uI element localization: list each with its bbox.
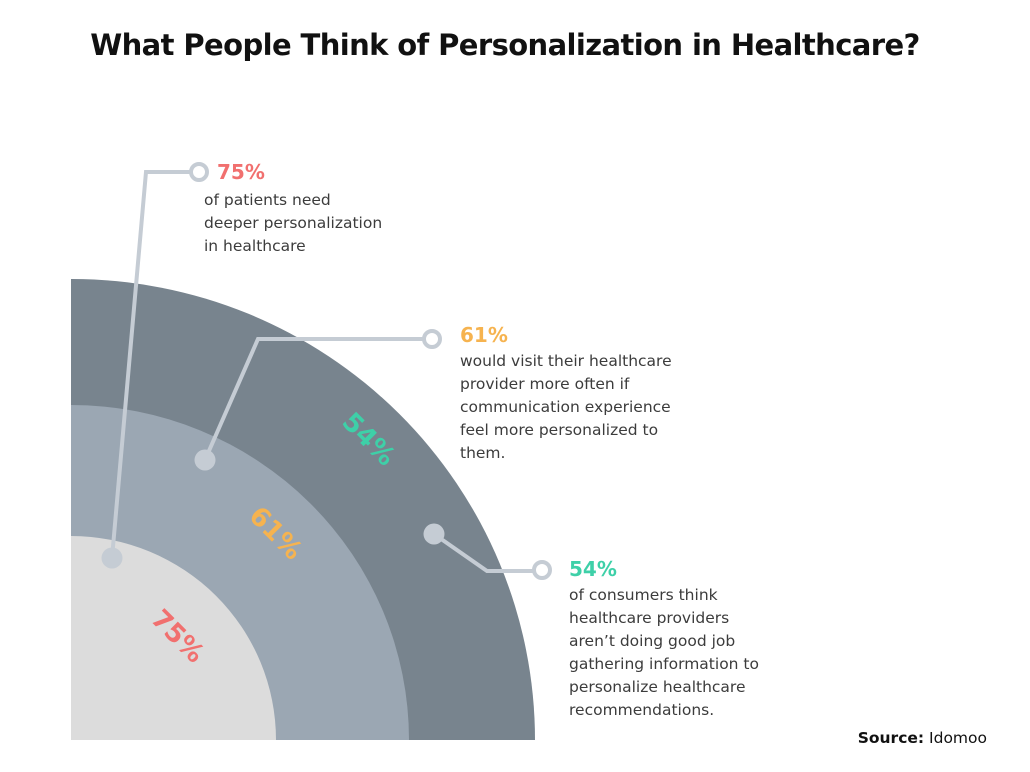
chart-title: What People Think of Personalization in … xyxy=(90,28,920,62)
callout-54-description: of consumers think healthcare providers … xyxy=(569,584,759,722)
connector-54-dot xyxy=(423,523,445,545)
callout-54-line: of consumers think xyxy=(569,586,718,604)
source-label: Source: xyxy=(857,729,925,747)
connector-61-dot xyxy=(194,449,216,471)
callout-75-description: of patients need deeper personalization … xyxy=(204,189,382,258)
callout-61-line: them. xyxy=(460,444,506,462)
callout-61-line: communication experience xyxy=(460,398,671,416)
callout-75-percent: 75% xyxy=(217,160,265,184)
callout-61-description: would visit their healthcare provider mo… xyxy=(460,350,672,465)
callout-54: 54% of consumers think healthcare provid… xyxy=(569,557,759,722)
callout-75-line: of patients need xyxy=(204,191,331,209)
connector-61 xyxy=(203,337,424,461)
callout-54-line: healthcare providers xyxy=(569,609,730,627)
callout-54-line: gathering information to xyxy=(569,655,759,673)
callout-61-line: feel more personalized to xyxy=(460,421,659,439)
callout-61: 61% would visit their healthcare provide… xyxy=(460,323,672,465)
connector-54 xyxy=(432,532,535,573)
callout-54-line: personalize healthcare xyxy=(569,678,746,696)
connector-75-dot xyxy=(101,547,123,569)
band-75-percent xyxy=(71,536,276,740)
callout-75-line: in healthcare xyxy=(204,237,306,255)
source-note: Source: Idomoo xyxy=(858,729,987,747)
callout-75-text: of patients need deeper personalization … xyxy=(204,189,382,258)
callout-75-line: deeper personalization xyxy=(204,214,383,232)
connector-75 xyxy=(110,170,192,559)
source-value: Idomoo xyxy=(929,729,987,747)
callout-54-percent: 54% xyxy=(569,557,617,581)
callout-54-line: aren’t doing good job xyxy=(569,632,736,650)
callout-61-line: would visit their healthcare xyxy=(460,352,672,370)
connector-75-ring xyxy=(189,162,209,182)
callout-61-percent: 61% xyxy=(460,323,508,347)
callout-75: 75% xyxy=(217,160,265,184)
callout-61-line: provider more often if xyxy=(460,375,630,393)
connector-61-ring xyxy=(422,329,442,349)
callout-54-line: recommendations. xyxy=(569,701,715,719)
connector-54-ring xyxy=(532,560,552,580)
